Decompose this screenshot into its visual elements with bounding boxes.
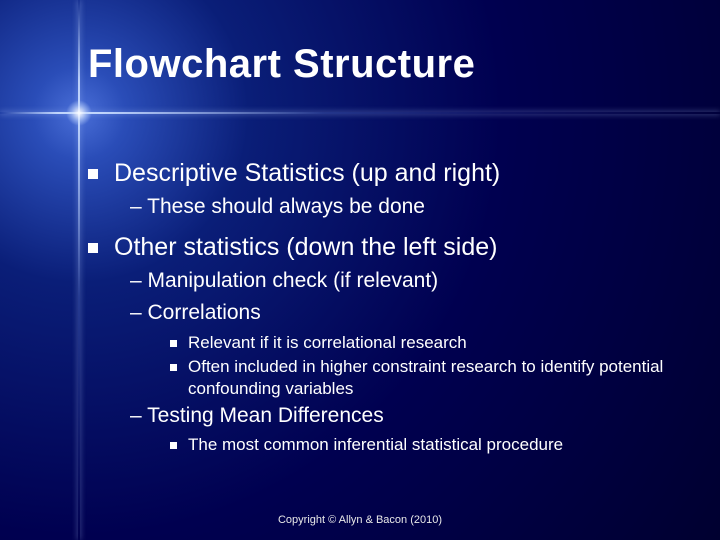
square-bullet-icon <box>88 243 98 253</box>
bullet-text: The most common inferential statistical … <box>188 434 563 456</box>
square-bullet-icon <box>170 442 177 449</box>
bullet-text: Manipulation check (if relevant) <box>130 269 438 292</box>
square-bullet-icon <box>170 364 177 371</box>
bullet-lvl2: Manipulation check (if relevant) <box>130 267 680 295</box>
slide-title: Flowchart Structure <box>88 42 475 87</box>
bullet-lvl3: Often included in higher constraint rese… <box>170 356 680 400</box>
bullet-list: Descriptive Statistics (up and right) Th… <box>88 158 680 458</box>
bullet-lvl2: Correlations <box>130 299 680 327</box>
bullet-lvl3: The most common inferential statistical … <box>170 434 680 456</box>
bullet-lvl3: Relevant if it is correlational research <box>170 332 680 354</box>
bullet-text: These should always be done <box>130 195 425 218</box>
bullet-text: Other statistics (down the left side) <box>114 232 497 263</box>
bullet-text: Testing Mean Differences <box>130 404 384 427</box>
bullet-lvl1: Other statistics (down the left side) <box>88 232 680 263</box>
bullet-text: Descriptive Statistics (up and right) <box>114 158 500 189</box>
bullet-text: Relevant if it is correlational research <box>188 332 467 354</box>
bullet-text: Often included in higher constraint rese… <box>188 356 680 400</box>
bullet-lvl2: Testing Mean Differences <box>130 402 680 430</box>
bullet-lvl2: These should always be done <box>130 193 680 221</box>
copyright-text: Copyright © Allyn & Bacon (2010) <box>0 514 720 526</box>
bullet-text: Correlations <box>130 301 261 324</box>
square-bullet-icon <box>170 340 177 347</box>
slide-content: Flowchart Structure Descriptive Statisti… <box>0 0 720 540</box>
square-bullet-icon <box>88 169 98 179</box>
bullet-lvl1: Descriptive Statistics (up and right) <box>88 158 680 189</box>
